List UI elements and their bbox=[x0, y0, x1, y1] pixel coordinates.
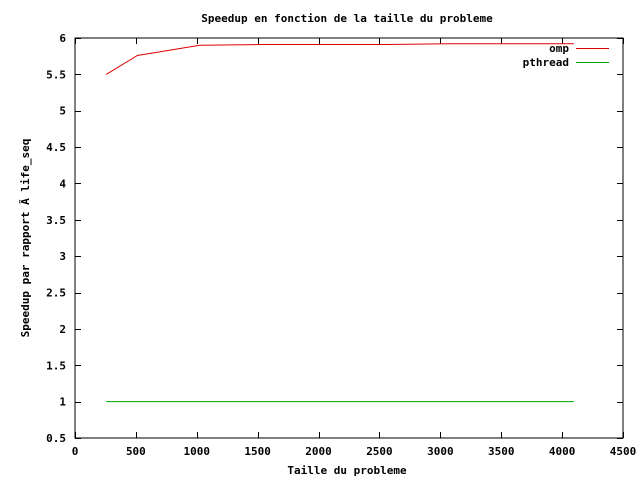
y-tick-label: 0.5 bbox=[46, 432, 66, 445]
data-point-pthread bbox=[510, 400, 513, 403]
y-tick-label: 5.5 bbox=[46, 68, 66, 81]
data-point-omp bbox=[198, 44, 201, 47]
series-layer bbox=[105, 42, 575, 403]
data-point-omp bbox=[261, 43, 264, 46]
data-point-omp bbox=[105, 73, 108, 76]
data-point-pthread bbox=[385, 400, 388, 403]
x-axis-label: Taille du probleme bbox=[287, 464, 407, 477]
y-tick-label: 4 bbox=[59, 177, 66, 190]
x-tick-label: 2500 bbox=[366, 445, 393, 458]
y-tick-label: 4.5 bbox=[46, 141, 66, 154]
legend-label-pthread: pthread bbox=[523, 56, 569, 69]
x-tick-label: 2000 bbox=[305, 445, 332, 458]
y-tick-label: 3.5 bbox=[46, 214, 66, 227]
y-tick-label: 1.5 bbox=[46, 359, 66, 372]
data-point-omp bbox=[385, 43, 388, 46]
x-tick-label: 1500 bbox=[244, 445, 271, 458]
data-point-pthread bbox=[572, 400, 575, 403]
x-tick-label: 1000 bbox=[184, 445, 211, 458]
y-tick-label: 2 bbox=[59, 323, 66, 336]
y-tick-label: 1 bbox=[59, 396, 66, 409]
x-tick-label: 500 bbox=[126, 445, 146, 458]
y-tick-label: 3 bbox=[59, 250, 66, 263]
x-tick-label: 3500 bbox=[488, 445, 515, 458]
x-tick-label: 4500 bbox=[610, 445, 637, 458]
data-point-pthread bbox=[448, 400, 451, 403]
data-point-pthread bbox=[105, 400, 108, 403]
y-tick-label: 6 bbox=[59, 32, 66, 45]
y-tick-label: 2.5 bbox=[46, 287, 66, 300]
x-axis: 0 500 1000 1500 2000 2500 3000 3500 4000 4500 bbox=[72, 38, 637, 458]
data-point-omp bbox=[572, 42, 575, 45]
data-point-omp bbox=[510, 42, 513, 45]
y-tick-label: 5 bbox=[59, 105, 66, 118]
data-point-pthread bbox=[261, 400, 264, 403]
legend-label-omp: omp bbox=[549, 42, 569, 55]
series-line-omp bbox=[105, 43, 574, 75]
y-axis: 0.5 1 1.5 2 2.5 3 3.5 4 4.5 5 5.5 6 bbox=[46, 32, 623, 445]
data-point-omp bbox=[448, 42, 451, 45]
data-point-pthread bbox=[136, 400, 139, 403]
data-point-omp bbox=[136, 54, 139, 57]
data-point-pthread bbox=[323, 400, 326, 403]
data-point-omp bbox=[323, 43, 326, 46]
data-point-pthread bbox=[198, 400, 201, 403]
x-tick-label: 3000 bbox=[427, 445, 454, 458]
plot-border bbox=[74, 37, 624, 439]
chart-title: Speedup en fonction de la taille du prob… bbox=[201, 12, 493, 25]
x-tick-label: 0 bbox=[72, 445, 79, 458]
y-axis-label: Speedup par rapport Ã life_seq bbox=[19, 139, 32, 338]
x-tick-label: 4000 bbox=[549, 445, 576, 458]
plot-frame bbox=[74, 37, 624, 439]
